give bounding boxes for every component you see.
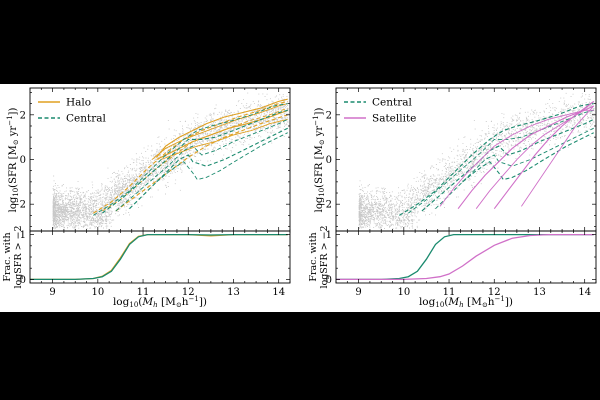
series-line-halo-1	[151, 103, 288, 160]
series-line-satellite-8	[493, 100, 595, 210]
series-line-central-4	[462, 132, 594, 183]
right-ylabel-frac-line2: logSFR > −2	[319, 225, 330, 288]
series-line-central-0	[399, 103, 594, 216]
left-ylabel-frac-line2: logSFR > −2	[13, 225, 24, 288]
legend-label-satellite: Satellite	[372, 113, 416, 125]
series-line-satellite-1	[336, 233, 594, 281]
left-xlabel: log10(Mh [M⊙h−1])	[113, 295, 207, 309]
right-ylabel-main: log10(SFR [M⊙ yr−1])	[312, 108, 326, 213]
scatter-points	[358, 92, 595, 229]
ytick-label: 1	[326, 230, 332, 241]
series-line-central-7	[93, 103, 288, 216]
series-line-satellite-9	[521, 105, 595, 207]
figure-background	[0, 84, 600, 312]
xtick-label: 13	[227, 287, 240, 298]
ytick-label: 0	[326, 275, 332, 286]
ytick-label: 2	[20, 110, 26, 121]
panel-left: −2 0 2 Halo Central	[11, 87, 291, 232]
plot-area-left-bottom	[30, 233, 288, 281]
panel-right-bottom: 0 1 9 10 11 12 13 14	[326, 230, 597, 298]
left-ylabel-frac-line1: Frac. with	[2, 232, 13, 281]
right-xlabel: log10(Mh [M⊙h−1])	[419, 295, 513, 309]
xtick-label: 11	[443, 287, 456, 298]
xtick-label: 10	[397, 287, 410, 298]
series-line-halo-5	[102, 107, 288, 212]
legend-label-halo: Halo	[66, 97, 91, 109]
ytick-label: 2	[326, 110, 332, 121]
series-line-central-9	[115, 118, 288, 212]
xtick-label: 14	[578, 287, 591, 298]
series-line-halo-3	[160, 118, 288, 160]
series-line-central-1	[30, 233, 288, 281]
legend-label-central: Central	[66, 113, 107, 125]
left-ylabel-main: log10(SFR [M⊙ yr−1])	[6, 108, 20, 213]
ytick-label: −2	[317, 200, 332, 211]
series-line-central-11	[156, 132, 288, 183]
xtick-label: 12	[182, 287, 195, 298]
xtick-label: 13	[533, 287, 546, 298]
series-line-satellite-5	[439, 109, 594, 207]
xtick-label: 9	[49, 287, 55, 298]
series-line-halo-4	[93, 100, 288, 214]
legend-label-central: Central	[372, 97, 413, 109]
xtick-label: 9	[355, 287, 361, 298]
ytick-label: 0	[20, 275, 26, 286]
xtick-label: 14	[272, 287, 285, 298]
series-line-central-8	[101, 109, 288, 214]
plot-area-left	[52, 92, 289, 230]
xtick-label: 10	[91, 287, 104, 298]
series-line-halo-6	[115, 114, 288, 212]
plot-area-right	[358, 92, 595, 229]
right-ylabel-frac-line1: Frac. with	[308, 232, 319, 281]
series-line-central-2	[421, 118, 594, 212]
ytick-label: 0	[20, 155, 26, 166]
xtick-label: 11	[137, 287, 150, 298]
panel-right: −2 0 2 Central Satellite	[317, 87, 597, 232]
ytick-label: 0	[326, 155, 332, 166]
series-line-central-10	[129, 127, 288, 210]
series-line-halo-0	[156, 98, 288, 158]
xtick-label: 12	[488, 287, 501, 298]
ytick-label: 1	[20, 230, 26, 241]
series-line-satellite-6	[457, 105, 594, 210]
panel-left-bottom: 0 1 9 10 11 12 13 14	[20, 230, 291, 298]
ytick-label: −2	[11, 200, 26, 211]
series-line-central-1	[408, 109, 594, 214]
